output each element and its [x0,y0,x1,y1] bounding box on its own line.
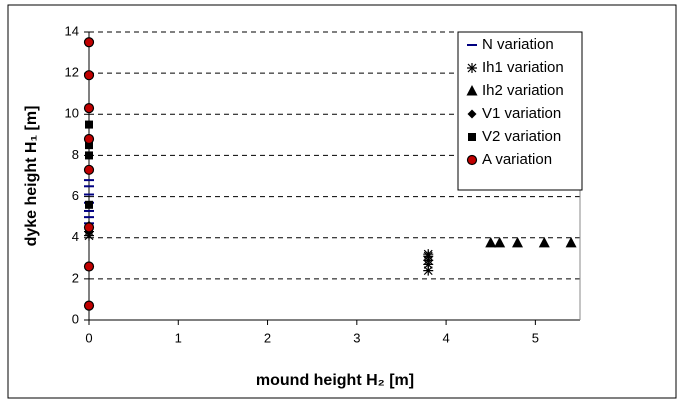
marker [565,236,577,248]
y-tick-label: 0 [72,311,79,326]
marker [85,200,93,209]
marker [83,133,95,145]
marker [466,154,478,166]
legend-box [457,31,583,191]
marker [485,236,497,248]
marker [85,141,93,150]
y-tick-label: 2 [72,270,79,285]
marker [466,85,478,96]
marker [494,236,506,248]
marker [423,249,434,260]
legend-label: V2 variation [482,128,561,145]
x-tick-label: 2 [264,330,271,345]
y-tick-label: 6 [72,188,79,203]
x-axis-label: mound height H₂ [m] [256,372,414,389]
y-tick-label: 8 [72,147,79,162]
marker [83,164,95,175]
marker [467,109,477,119]
marker [423,265,434,276]
legend-label: N variation [482,36,554,53]
legend-label: V1 variation [482,105,561,122]
y-tick-label: 4 [72,229,79,244]
marker [85,120,93,129]
legend-label: A variation [482,151,552,168]
marker [83,103,95,114]
marker [83,261,95,272]
x-tick-label: 1 [175,330,182,345]
marker [83,70,95,81]
y-tick-label: 14 [65,23,79,38]
y-axis-label: dyke height H₁ [m] [23,106,40,247]
marker [512,236,524,248]
marker [83,300,95,311]
x-tick-label: 0 [85,330,92,345]
marker [538,236,550,248]
marker [467,63,477,73]
marker [468,133,476,141]
x-tick-label: 4 [442,330,449,345]
marker [85,151,93,160]
x-tick-label: 5 [532,330,539,345]
marker [83,222,95,233]
y-tick-label: 12 [65,65,79,80]
x-tick-label: 3 [353,330,360,345]
legend-label: Ih2 variation [482,82,564,99]
y-tick-label: 10 [65,106,79,121]
marker [83,37,95,48]
legend-label: Ih1 variation [482,59,564,76]
